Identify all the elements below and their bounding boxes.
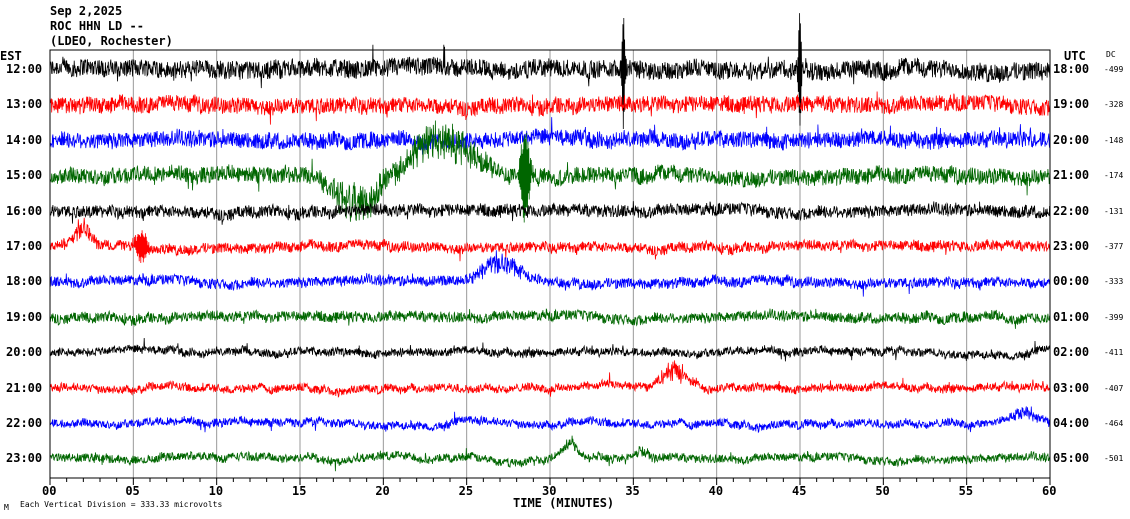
dc-offset-value: -499 (1104, 65, 1124, 74)
utc-hour-label: 03:00 (1053, 380, 1090, 395)
utc-hour-label: 19:00 (1053, 97, 1090, 112)
seismic-trace-1800 (49, 250, 1051, 297)
est-hour-label: 21:00 (6, 380, 43, 395)
x-tick-label: 40 (708, 484, 724, 498)
x-tick-label: 35 (625, 484, 640, 498)
seismic-trace-1300 (49, 91, 1051, 125)
est-hour-label: 17:00 (6, 239, 43, 253)
utc-hour-label: 02:00 (1053, 345, 1090, 360)
dc-offset-value: -148 (1104, 135, 1124, 145)
est-hour-label: 23:00 (6, 451, 43, 466)
x-tick-label: 60 (1042, 484, 1057, 498)
x-tick-label: 10 (208, 484, 224, 498)
utc-hour-label: 04:00 (1053, 416, 1090, 430)
x-tick-label: 20 (375, 484, 390, 498)
est-hour-label: 15:00 (6, 168, 43, 183)
est-hour-label: 12:00 (6, 62, 43, 76)
utc-hour-label: 00:00 (1053, 274, 1090, 289)
dc-offset-value: -333 (1104, 277, 1124, 287)
x-tick-label: 00 (42, 484, 57, 498)
scale-mark: M (4, 503, 9, 512)
title-location: (LDEO, Rochester) (50, 34, 173, 48)
est-axis-label: EST (0, 49, 22, 63)
x-axis-label: TIME (MINUTES) (513, 496, 615, 510)
est-hour-label: 16:00 (6, 203, 43, 218)
x-tick-label: 30 (542, 484, 557, 498)
dc-offset-value: -328 (1104, 100, 1124, 110)
est-hour-label: 20:00 (6, 345, 43, 360)
x-tick-label: 55 (958, 484, 974, 498)
seismic-trace-1600 (49, 201, 1051, 225)
est-hour-label: 13:00 (6, 97, 43, 112)
x-tick-label: 25 (458, 484, 474, 498)
dc-offset-value: -407 (1104, 383, 1124, 393)
est-hour-label: 19:00 (6, 309, 43, 324)
seismic-trace-1700 (49, 217, 1051, 264)
title-station: ROC HHN LD -- (50, 19, 144, 33)
utc-hour-label: 20:00 (1053, 132, 1090, 147)
utc-hour-label: 01:00 (1053, 309, 1090, 324)
utc-hour-label: 18:00 (1053, 62, 1090, 76)
utc-hour-label: 22:00 (1053, 203, 1090, 218)
dc-offset-value: -377 (1104, 242, 1124, 251)
x-tick-label: 05 (125, 484, 140, 498)
dc-offset-value: -464 (1104, 419, 1124, 428)
utc-hour-label: 21:00 (1053, 168, 1090, 183)
dc-offset-value: -399 (1104, 312, 1124, 322)
x-tick-label: 15 (292, 484, 307, 498)
dc-offset-value: -131 (1104, 206, 1124, 216)
est-hour-label: 14:00 (6, 132, 43, 147)
seismic-trace-2100 (49, 360, 1051, 398)
dc-offset-value: -411 (1104, 348, 1124, 358)
dc-label: DC (1106, 50, 1116, 59)
seismic-trace-1500 (49, 120, 1051, 223)
x-tick-label: 50 (875, 484, 890, 498)
seismic-trace-1400 (49, 117, 1051, 155)
dc-offset-value: -174 (1104, 171, 1124, 181)
utc-hour-label: 05:00 (1053, 451, 1090, 466)
title-date: Sep 2,2025 (50, 4, 123, 18)
dc-offset-value: -501 (1104, 454, 1124, 464)
utc-hour-label: 23:00 (1053, 239, 1090, 253)
x-tick-label: 45 (792, 484, 807, 498)
est-hour-label: 18:00 (6, 274, 43, 289)
seismic-trace-1200 (49, 13, 1051, 130)
scale-footnote: Each Vertical Division = 333.33 microvol… (20, 500, 223, 509)
seismic-trace-2200 (49, 406, 1051, 434)
seismic-trace-1900 (49, 308, 1051, 329)
seismic-trace-2000 (49, 337, 1051, 362)
seismic-trace-2300 (49, 435, 1051, 472)
est-hour-label: 22:00 (6, 416, 43, 430)
utc-axis-label: UTC (1064, 49, 1086, 63)
